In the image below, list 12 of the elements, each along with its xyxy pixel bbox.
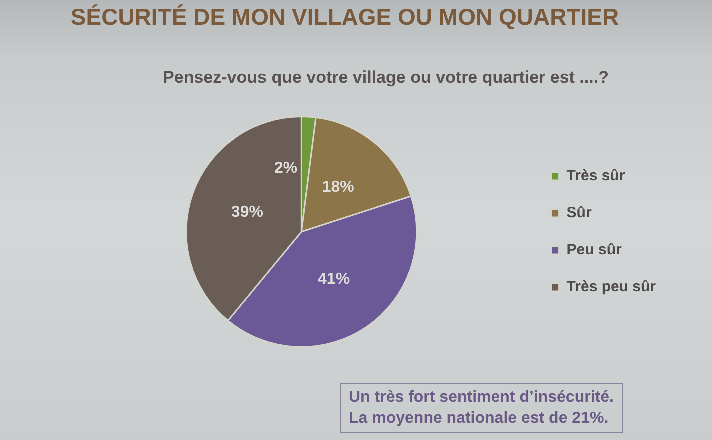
text: Un très fort sentiment d’insécurité. [349, 388, 614, 408]
data-label: 18% [322, 179, 354, 196]
chart-title: SÉCURITÉ DE MON VILLAGE OU MON QUARTIER [70, 4, 620, 31]
data-label: 2% [274, 160, 298, 178]
text: La moyenne nationale est de 21%. [349, 409, 610, 429]
data-label: 41% [318, 271, 350, 288]
legend-label: Sûr [566, 204, 592, 222]
legend-label: Peu sûr [566, 242, 622, 259]
legend-label: Très peu sûr [566, 278, 656, 296]
legend-label: Très sûr [566, 168, 626, 185]
chart-subtitle: Pensez-vous que votre village ou votre quartier est ....? [162, 68, 610, 88]
data-label: 39% [231, 204, 264, 221]
